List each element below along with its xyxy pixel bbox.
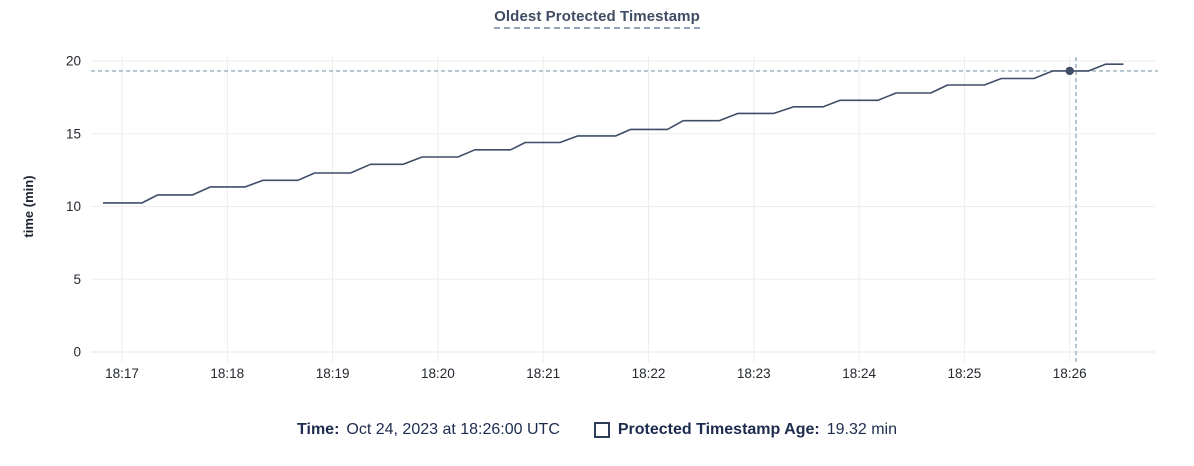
y-tick-label: 20 xyxy=(66,54,81,69)
x-tick-label: 18:26 xyxy=(1053,366,1087,381)
y-tick-label: 0 xyxy=(73,345,81,360)
chart-title-row: Oldest Protected Timestamp xyxy=(0,8,1194,29)
x-tick-label: 18:18 xyxy=(210,366,244,381)
x-tick-label: 18:24 xyxy=(842,366,876,381)
series-name-label: Protected Timestamp Age: xyxy=(617,421,820,438)
hover-point-dot xyxy=(1065,66,1074,76)
x-tick-label: 18:19 xyxy=(316,366,350,381)
hover-time-value: Oct 24, 2023 at 18:26:00 UTC xyxy=(346,421,560,438)
hover-time-label: Time: xyxy=(297,421,340,438)
hover-legend: Time: Oct 24, 2023 at 18:26:00 UTC Prote… xyxy=(0,421,1194,439)
x-tick-label: 18:21 xyxy=(526,366,560,381)
y-axis-title: time (min) xyxy=(21,175,36,237)
x-tick-label: 18:22 xyxy=(632,366,666,381)
series-line xyxy=(103,63,1124,204)
series-legend-checkbox[interactable] xyxy=(593,422,610,438)
series-value: 19.32 min xyxy=(826,421,897,438)
y-tick-label: 5 xyxy=(73,272,81,287)
chart-title[interactable]: Oldest Protected Timestamp xyxy=(494,8,700,29)
y-tick-label: 10 xyxy=(66,199,81,214)
line-chart-svg[interactable]: 0 5 10 15 20 18:17 18:18 18:19 18:20 18:21 18:22 18… xyxy=(0,0,1194,400)
x-tick-label: 18:20 xyxy=(421,366,455,381)
y-tick-label: 15 xyxy=(66,126,81,141)
x-tick-label: 18:25 xyxy=(948,366,982,381)
x-tick-label: 18:23 xyxy=(737,366,771,381)
x-tick-label: 18:17 xyxy=(105,366,139,381)
